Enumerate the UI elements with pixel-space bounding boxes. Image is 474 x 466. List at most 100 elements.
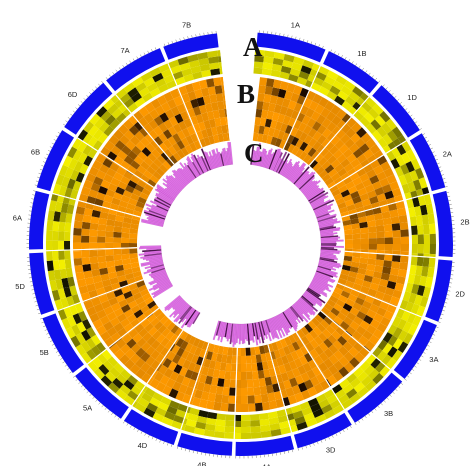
- tick-mark: [386, 397, 389, 400]
- heatmap-b-cell: [161, 327, 171, 338]
- heatmap-b-cell: [312, 131, 322, 142]
- tick-mark: [105, 77, 108, 80]
- heatmap-b-cell: [140, 160, 150, 171]
- heatmap-a-cell: [174, 76, 186, 86]
- chromosome-divider: [46, 247, 138, 252]
- heatmap-b-cell: [86, 306, 97, 317]
- tick-mark: [284, 451, 286, 455]
- heatmap-b-cell: [198, 365, 204, 375]
- karyotype-segment-4d: [123, 409, 179, 446]
- heatmap-b-cell: [129, 363, 141, 375]
- heatmap-a-cell: [397, 318, 407, 330]
- tick-mark: [143, 52, 146, 56]
- heatmap-b-cell: [119, 134, 130, 146]
- heatmap-a-cell: [301, 406, 313, 416]
- heatmap-b-cell: [321, 138, 331, 148]
- heatmap-a-cell: [80, 340, 92, 353]
- heatmap-b-cell: [204, 103, 213, 113]
- heatmap-a-cell: [149, 67, 162, 78]
- heatmap-a-cell: [310, 82, 322, 92]
- heatmap-a-cell: [291, 404, 302, 414]
- heatmap-b-cell: [103, 305, 114, 316]
- heatmap-b-cell: [335, 180, 346, 189]
- heatmap-b-cell: [296, 329, 306, 339]
- tick-mark: [163, 441, 165, 445]
- heatmap-b-cell: [377, 284, 387, 294]
- heatmap-b-cell: [81, 257, 91, 265]
- heatmap-a-cell: [183, 424, 196, 434]
- heatmap-b-cell: [328, 364, 339, 376]
- heatmap-b-cell: [172, 133, 181, 143]
- heatmap-b-cell: [135, 201, 145, 209]
- heatmap-a-cell: [269, 423, 281, 431]
- heatmap-b-cell: [130, 175, 140, 184]
- heatmap-a-cell: [224, 432, 235, 439]
- heatmap-b-cell: [196, 130, 204, 141]
- tick-mark: [429, 341, 432, 343]
- heatmap-b-cell: [367, 258, 377, 266]
- heatmap-b-cell: [165, 331, 175, 341]
- tick-mark: [43, 325, 46, 327]
- heatmap-a-cell: [395, 155, 406, 167]
- heatmap-a-cell: [130, 385, 143, 396]
- heatmap-b-cell: [339, 321, 350, 331]
- heatmap-a-cell: [260, 424, 271, 432]
- heatmap-b-cell: [274, 138, 283, 148]
- tick-mark: [80, 101, 83, 104]
- heatmap-b-cell: [222, 346, 229, 356]
- tick-mark: [409, 372, 412, 375]
- heatmap-b-cell: [157, 94, 168, 106]
- tick-mark: [362, 67, 364, 71]
- heatmap-a-cell: [67, 276, 76, 287]
- karyotype-segment-1d: [372, 85, 420, 138]
- heatmap-b-cell: [130, 223, 139, 230]
- heatmap-a-cell: [100, 375, 113, 387]
- heatmap-b-cell: [145, 345, 156, 356]
- heatmap-b-cell: [349, 171, 360, 181]
- heatmap-b-cell: [147, 300, 157, 310]
- heatmap-a-cell: [353, 382, 365, 393]
- heatmap-b-cell: [166, 351, 177, 362]
- heatmap-b-cell: [88, 189, 99, 199]
- heatmap-b-cell: [189, 396, 195, 405]
- tick-mark: [114, 415, 117, 418]
- heatmap-a-cell: [169, 400, 180, 410]
- heatmap-a-cell: [73, 160, 84, 173]
- heatmap-b-cell: [182, 393, 192, 404]
- heatmap-a-cell: [49, 280, 58, 292]
- heatmap-b-cell: [317, 365, 323, 373]
- heatmap-b-cell: [341, 331, 352, 342]
- tick-mark: [382, 84, 385, 87]
- heatmap-a-cell: [315, 393, 327, 404]
- tick-mark: [80, 385, 84, 388]
- heatmap-b-cell: [123, 119, 134, 130]
- heatmap-a-cell: [339, 378, 350, 389]
- heatmap-b-cell: [344, 229, 353, 235]
- heatmap-a-cell: [370, 357, 382, 369]
- karyotype-segment-1a: [256, 32, 326, 63]
- heatmap-b-cell: [113, 231, 122, 238]
- heatmap-b-cell: [187, 90, 197, 101]
- heatmap-b-cell: [350, 261, 360, 268]
- heatmap-a-cell: [401, 140, 412, 153]
- heatmap-b-cell: [169, 343, 176, 352]
- heatmap-b-cell: [129, 353, 141, 364]
- tick-mark: [433, 155, 437, 157]
- heatmap-a-cell: [63, 286, 72, 298]
- histogram-track-c: [138, 142, 344, 347]
- tick-mark: [192, 450, 194, 454]
- heatmap-a-cell: [396, 143, 407, 156]
- heatmap-a-cell: [83, 155, 93, 167]
- heatmap-a-cell: [302, 59, 315, 69]
- heatmap-b-cell: [347, 336, 358, 347]
- heatmap-b-cell: [220, 402, 229, 412]
- tick-mark: [445, 298, 449, 300]
- heatmap-a-cell: [134, 402, 147, 413]
- heatmap-b-cell: [345, 298, 356, 308]
- heatmap-b-cell: [266, 384, 274, 394]
- heatmap-a-cell: [321, 80, 333, 91]
- heatmap-b-cell: [324, 177, 334, 186]
- heatmap-b-cell: [284, 336, 292, 346]
- tick-mark: [334, 51, 336, 54]
- heatmap-a-cell: [204, 423, 216, 432]
